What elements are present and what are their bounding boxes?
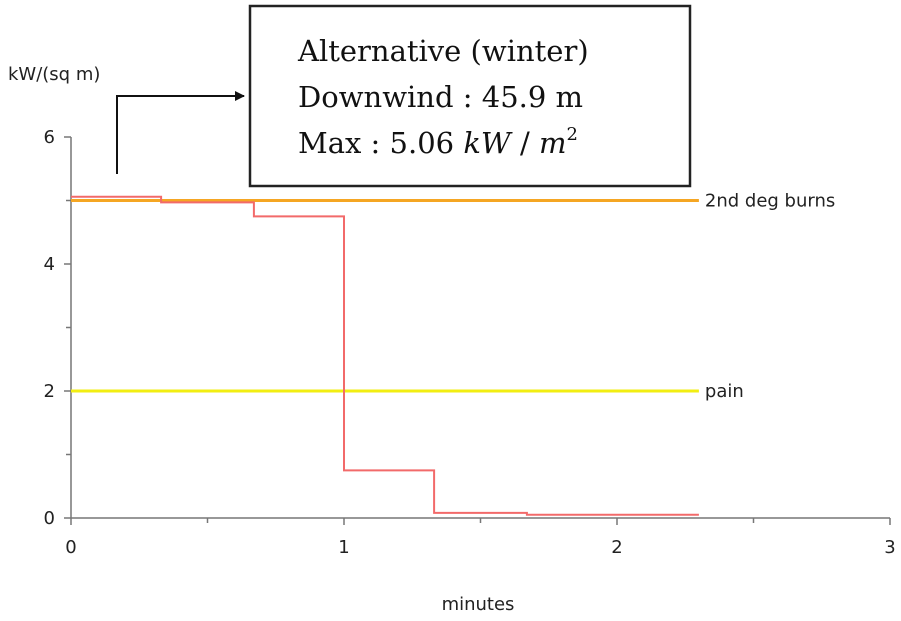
annotation-unit-exponent: 2 [566, 124, 577, 145]
x-axis-label: minutes [442, 594, 515, 615]
y-tick-label: 2 [44, 381, 55, 402]
annotation-unit-slash: / [511, 126, 539, 160]
y-tick-label: 6 [44, 127, 55, 148]
x-tick-label: 1 [338, 537, 349, 558]
annotation-box [248, 4, 692, 188]
series-layer [71, 195, 699, 516]
x-tick-label: 3 [884, 537, 895, 558]
annotation-arrow [116, 91, 245, 174]
annotation-line-3: Max : 5.06 kW / m2 [298, 124, 578, 160]
2nd-deg-burns-label: 2nd deg burns [705, 191, 835, 212]
annotation-line-1: Alternative (winter) [297, 34, 589, 68]
y-tick-label: 4 [44, 254, 55, 275]
ticks-layer: 0 1 2 3 0 2 4 6 [44, 127, 896, 558]
x-tick-label: 0 [65, 537, 76, 558]
radiation-step-line [71, 195, 699, 516]
y-tick-label: 0 [44, 508, 55, 529]
annotation-line-2: Downwind : 45.9 m [298, 80, 583, 114]
annotation-unit-kw: kW [463, 126, 513, 160]
y-axis-label: kW/(sq m) [8, 64, 100, 85]
x-tick-label: 2 [611, 537, 622, 558]
reference-lines: 2nd deg burns pain [71, 191, 835, 402]
annotation-max-label: Max : 5.06 [298, 126, 463, 160]
pain-label: pain [705, 381, 744, 402]
annotation-unit-m: m [539, 126, 567, 160]
